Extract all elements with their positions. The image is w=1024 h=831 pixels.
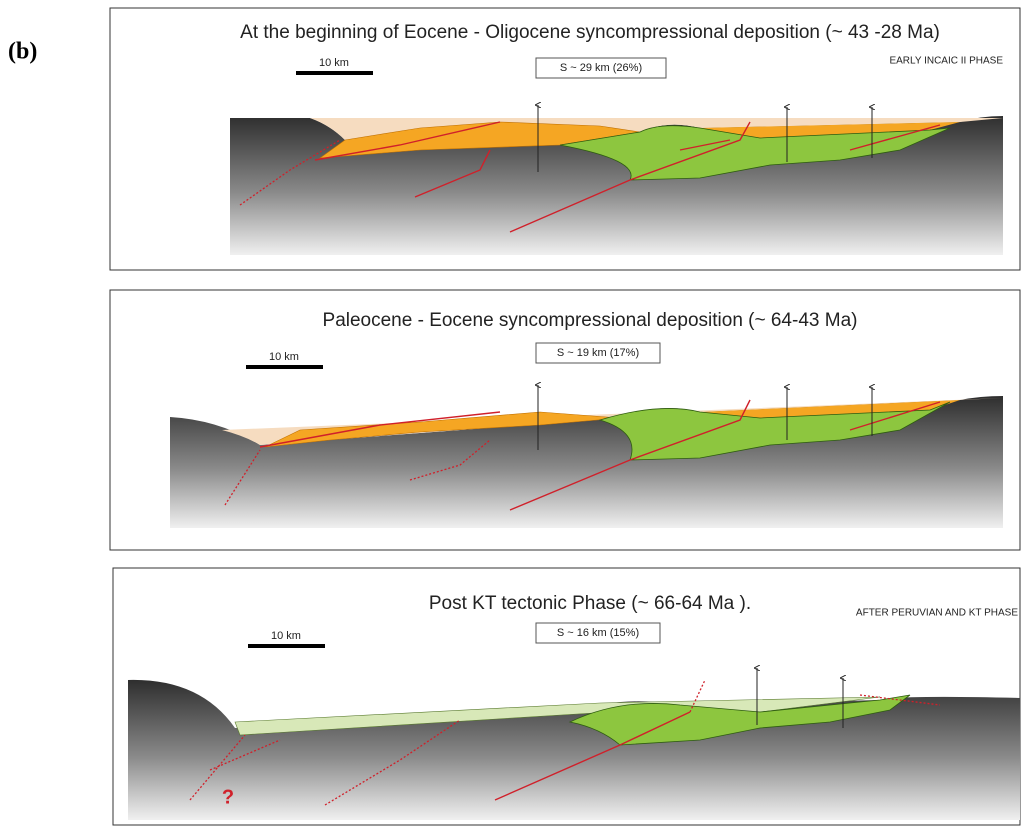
shortening: S ~ 16 km (15%) (557, 627, 639, 639)
phase-label: AFTER PERUVIAN AND KT PHASE (856, 608, 1018, 619)
shortening: S ~ 19 km (17%) (557, 347, 639, 359)
scale-label: 10 km (271, 630, 301, 642)
panel: Post KT tectonic Phase (~ 66-64 Ma ). 10… (113, 568, 1020, 825)
figure: (b) At the beginning of Eocene - Oligoce… (0, 0, 1024, 826)
panel: At the beginning of Eocene - Oligocene s… (110, 8, 1020, 270)
figure-label: (b) (8, 39, 37, 65)
scale-label: 10 km (269, 351, 299, 363)
panel-title: At the beginning of Eocene - Oligocene s… (240, 22, 940, 43)
shortening: S ~ 29 km (26%) (560, 62, 642, 74)
panel-title: Paleocene - Eocene syncompressional depo… (323, 310, 858, 331)
question-mark: ? (222, 786, 234, 808)
phase-label: EARLY INCAIC II PHASE (889, 56, 1003, 67)
panel-title: Post KT tectonic Phase (~ 66-64 Ma ). (429, 593, 751, 614)
scale-label: 10 km (319, 57, 349, 69)
panel: Paleocene - Eocene syncompressional depo… (110, 290, 1020, 550)
